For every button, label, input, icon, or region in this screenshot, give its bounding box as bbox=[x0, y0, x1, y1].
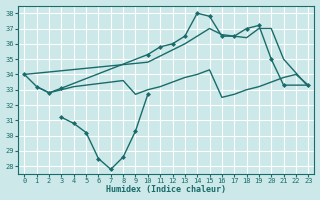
X-axis label: Humidex (Indice chaleur): Humidex (Indice chaleur) bbox=[106, 185, 226, 194]
